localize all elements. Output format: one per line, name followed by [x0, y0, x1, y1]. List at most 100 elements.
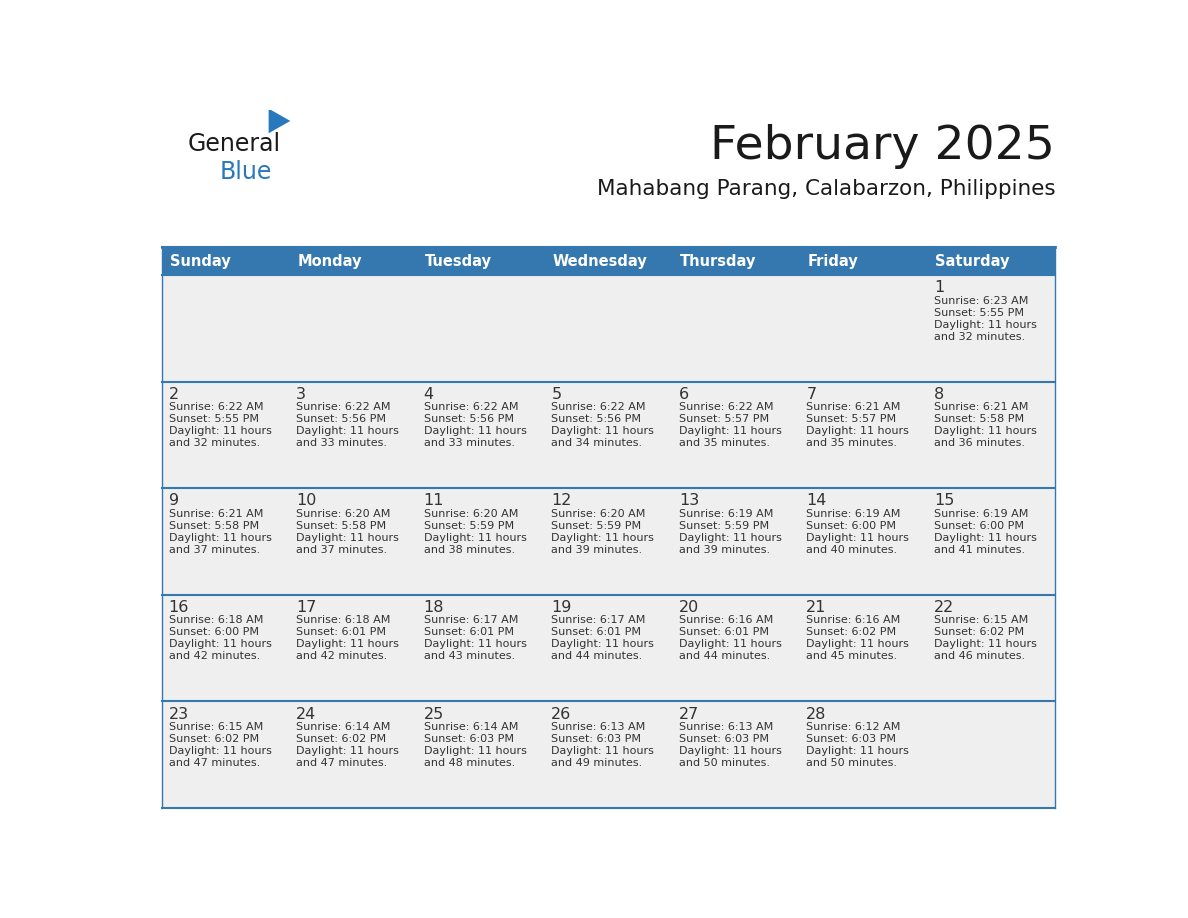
Text: Sunrise: 6:18 AM: Sunrise: 6:18 AM	[169, 615, 263, 625]
Bar	[928, 701, 1055, 808]
Bar	[801, 382, 928, 488]
Text: Daylight: 11 hours: Daylight: 11 hours	[678, 532, 782, 543]
Text: Sunrise: 6:18 AM: Sunrise: 6:18 AM	[296, 615, 391, 625]
Text: Sunset: 6:00 PM: Sunset: 6:00 PM	[934, 521, 1024, 531]
Text: Sunset: 6:00 PM: Sunset: 6:00 PM	[807, 521, 897, 531]
Text: Sunrise: 6:21 AM: Sunrise: 6:21 AM	[169, 509, 263, 519]
Text: Sunset: 5:58 PM: Sunset: 5:58 PM	[296, 521, 386, 531]
Bar	[545, 382, 672, 488]
Bar	[417, 488, 545, 595]
Bar	[928, 274, 1055, 382]
Text: Monday: Monday	[298, 253, 362, 269]
Text: Sunset: 6:02 PM: Sunset: 6:02 PM	[934, 627, 1024, 637]
Bar	[801, 488, 928, 595]
Text: 26: 26	[551, 707, 571, 722]
Text: Sunset: 6:02 PM: Sunset: 6:02 PM	[807, 627, 897, 637]
Bar	[801, 701, 928, 808]
Text: Sunset: 5:58 PM: Sunset: 5:58 PM	[934, 414, 1024, 424]
Text: and 37 minutes.: and 37 minutes.	[296, 544, 387, 554]
Text: Sunset: 6:03 PM: Sunset: 6:03 PM	[807, 733, 897, 744]
Text: Sunset: 5:57 PM: Sunset: 5:57 PM	[807, 414, 897, 424]
Bar	[417, 247, 545, 274]
Text: Sunday: Sunday	[170, 253, 230, 269]
Text: and 44 minutes.: and 44 minutes.	[551, 651, 643, 661]
Text: Sunrise: 6:21 AM: Sunrise: 6:21 AM	[807, 402, 901, 412]
Text: Sunrise: 6:22 AM: Sunrise: 6:22 AM	[551, 402, 646, 412]
Text: Daylight: 11 hours: Daylight: 11 hours	[678, 745, 782, 756]
Text: Sunset: 5:57 PM: Sunset: 5:57 PM	[678, 414, 769, 424]
Text: Daylight: 11 hours: Daylight: 11 hours	[551, 639, 655, 649]
Text: 20: 20	[678, 600, 699, 615]
Text: and 35 minutes.: and 35 minutes.	[678, 438, 770, 448]
Text: Daylight: 11 hours: Daylight: 11 hours	[934, 532, 1037, 543]
Text: 3: 3	[296, 386, 307, 402]
Text: General: General	[188, 131, 280, 156]
Bar	[163, 274, 290, 382]
Text: Sunset: 5:58 PM: Sunset: 5:58 PM	[169, 521, 259, 531]
Bar	[290, 701, 417, 808]
Text: and 33 minutes.: and 33 minutes.	[296, 438, 387, 448]
Text: Daylight: 11 hours: Daylight: 11 hours	[169, 745, 272, 756]
Text: Daylight: 11 hours: Daylight: 11 hours	[296, 426, 399, 436]
Text: Daylight: 11 hours: Daylight: 11 hours	[296, 532, 399, 543]
Bar	[163, 382, 290, 488]
Text: 15: 15	[934, 494, 954, 509]
Text: Sunset: 6:03 PM: Sunset: 6:03 PM	[424, 733, 513, 744]
Text: Sunset: 6:01 PM: Sunset: 6:01 PM	[424, 627, 513, 637]
Bar	[928, 488, 1055, 595]
Text: 25: 25	[424, 707, 444, 722]
Text: 1: 1	[934, 280, 944, 296]
Text: and 40 minutes.: and 40 minutes.	[807, 544, 897, 554]
Text: Sunrise: 6:13 AM: Sunrise: 6:13 AM	[678, 722, 773, 732]
Text: Sunrise: 6:14 AM: Sunrise: 6:14 AM	[296, 722, 391, 732]
Text: Daylight: 11 hours: Daylight: 11 hours	[807, 639, 909, 649]
Bar	[672, 701, 801, 808]
Text: Sunrise: 6:19 AM: Sunrise: 6:19 AM	[934, 509, 1029, 519]
Bar	[545, 488, 672, 595]
Text: February 2025: February 2025	[710, 124, 1055, 169]
Bar	[545, 595, 672, 701]
Text: 14: 14	[807, 494, 827, 509]
Text: Blue: Blue	[220, 161, 272, 185]
Text: Wednesday: Wednesday	[552, 253, 647, 269]
Text: Sunset: 5:59 PM: Sunset: 5:59 PM	[424, 521, 514, 531]
Text: Thursday: Thursday	[681, 253, 757, 269]
Bar	[417, 274, 545, 382]
Text: Sunrise: 6:22 AM: Sunrise: 6:22 AM	[169, 402, 264, 412]
Text: Sunset: 6:02 PM: Sunset: 6:02 PM	[169, 733, 259, 744]
Bar	[163, 247, 290, 274]
Text: 6: 6	[678, 386, 689, 402]
Text: Sunrise: 6:12 AM: Sunrise: 6:12 AM	[807, 722, 901, 732]
Bar	[290, 274, 417, 382]
Bar	[290, 488, 417, 595]
Bar	[801, 247, 928, 274]
Text: Mahabang Parang, Calabarzon, Philippines: Mahabang Parang, Calabarzon, Philippines	[596, 179, 1055, 199]
Text: 27: 27	[678, 707, 699, 722]
Text: Sunset: 5:56 PM: Sunset: 5:56 PM	[296, 414, 386, 424]
Text: 7: 7	[807, 386, 816, 402]
Text: Sunrise: 6:22 AM: Sunrise: 6:22 AM	[296, 402, 391, 412]
Text: Sunset: 6:00 PM: Sunset: 6:00 PM	[169, 627, 259, 637]
Text: and 47 minutes.: and 47 minutes.	[296, 757, 387, 767]
Text: Sunrise: 6:23 AM: Sunrise: 6:23 AM	[934, 296, 1029, 306]
Text: Daylight: 11 hours: Daylight: 11 hours	[169, 532, 272, 543]
Text: 17: 17	[296, 600, 316, 615]
Text: Sunset: 6:01 PM: Sunset: 6:01 PM	[678, 627, 769, 637]
Bar	[290, 595, 417, 701]
Text: Daylight: 11 hours: Daylight: 11 hours	[678, 639, 782, 649]
Bar	[545, 701, 672, 808]
Text: Daylight: 11 hours: Daylight: 11 hours	[296, 745, 399, 756]
Text: Sunrise: 6:15 AM: Sunrise: 6:15 AM	[934, 615, 1028, 625]
Text: Daylight: 11 hours: Daylight: 11 hours	[551, 426, 655, 436]
Text: 21: 21	[807, 600, 827, 615]
Text: Sunrise: 6:17 AM: Sunrise: 6:17 AM	[424, 615, 518, 625]
Text: and 35 minutes.: and 35 minutes.	[807, 438, 897, 448]
Bar	[545, 274, 672, 382]
Text: and 32 minutes.: and 32 minutes.	[934, 331, 1025, 341]
Text: Sunset: 5:56 PM: Sunset: 5:56 PM	[551, 414, 642, 424]
Text: and 41 minutes.: and 41 minutes.	[934, 544, 1025, 554]
Text: Saturday: Saturday	[935, 253, 1010, 269]
Text: 5: 5	[551, 386, 562, 402]
Text: Sunset: 5:59 PM: Sunset: 5:59 PM	[678, 521, 769, 531]
Bar	[163, 701, 290, 808]
